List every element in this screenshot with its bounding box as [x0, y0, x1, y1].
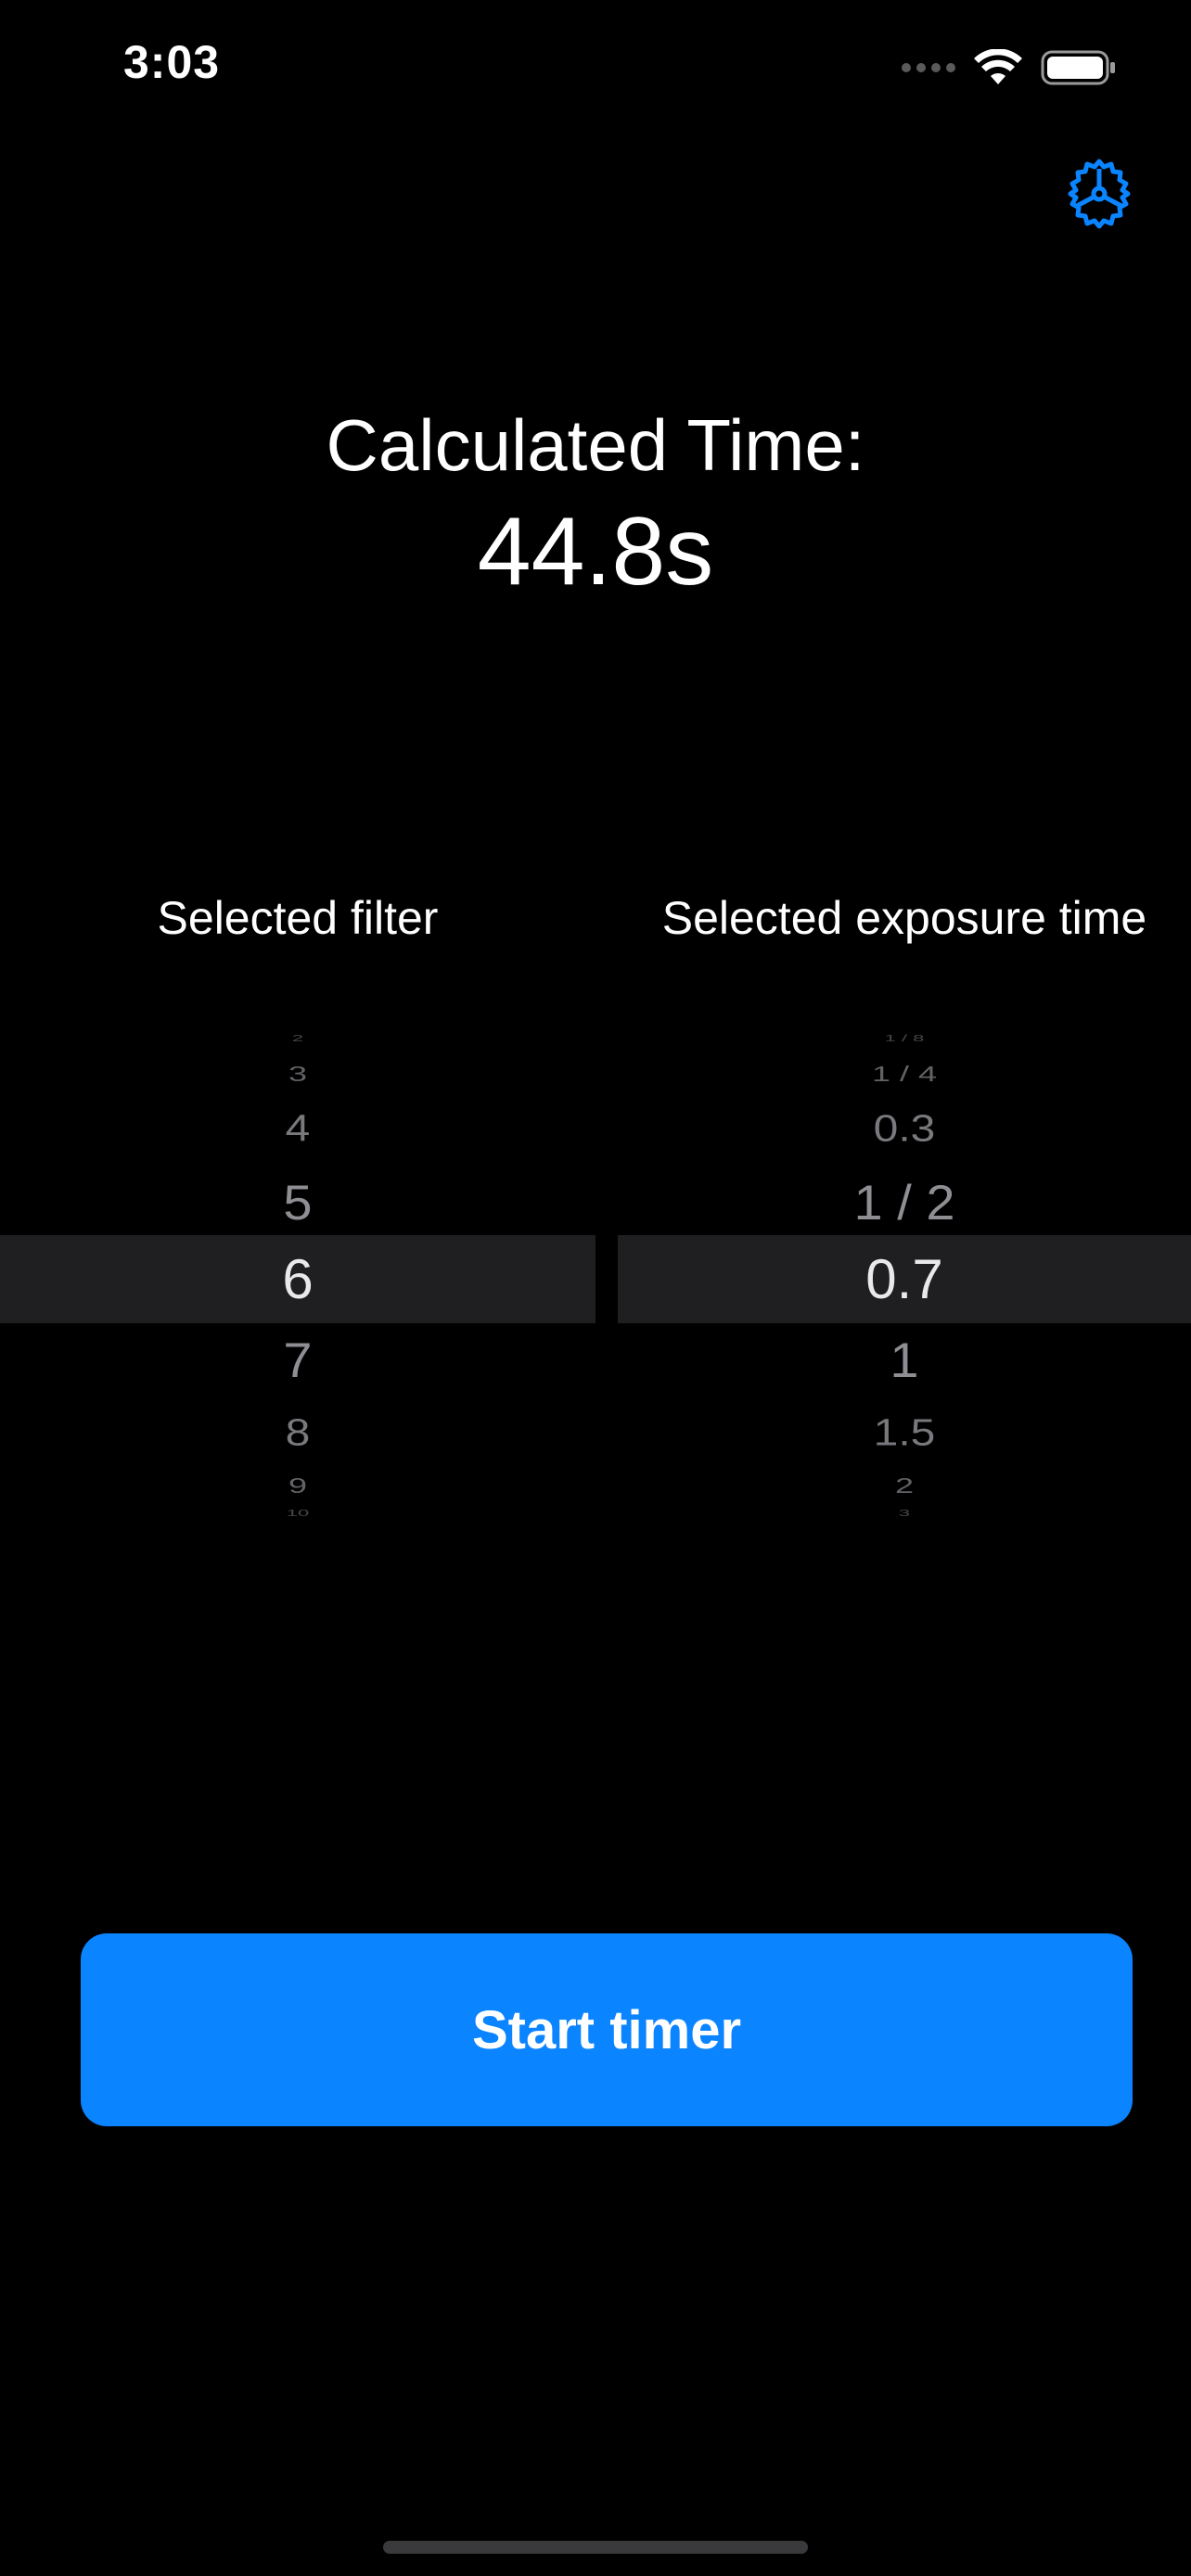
home-indicator[interactable] [383, 2541, 808, 2554]
selection-band [618, 1235, 1191, 1323]
picker-item[interactable]: 8 [285, 1412, 311, 1455]
picker-item[interactable]: 4 [285, 1108, 311, 1151]
picker-item[interactable]: 7 [283, 1332, 313, 1388]
start-timer-button[interactable]: Start timer [81, 1933, 1133, 2126]
picker-item[interactable]: 3 [898, 1508, 911, 1519]
cellular-signal-icon [902, 63, 955, 72]
exposure-picker-title: Selected exposure time [661, 892, 1147, 944]
status-icons [902, 45, 1117, 91]
picker-item[interactable]: 10 [286, 1508, 310, 1519]
calculated-time-label: Calculated Time: [326, 404, 865, 486]
picker-item[interactable]: 1.5 [873, 1412, 936, 1455]
picker-item[interactable]: 0.3 [873, 1108, 936, 1151]
wifi-icon [974, 49, 1022, 84]
picker-item[interactable]: 5 [283, 1174, 313, 1231]
calculated-time-value: 44.8s [477, 498, 714, 606]
picker-item[interactable]: 1 / 2 [853, 1174, 955, 1231]
picker-item[interactable]: 3 [288, 1061, 308, 1086]
selection-band [0, 1235, 596, 1323]
picker-item[interactable]: 1 [890, 1332, 919, 1388]
gear-icon[interactable] [1063, 158, 1135, 230]
battery-icon [1041, 50, 1115, 85]
picker-item[interactable]: 2 [291, 1033, 304, 1044]
filter-picker-title: Selected filter [157, 892, 439, 944]
status-time: 3:03 [123, 36, 221, 88]
picker-item[interactable]: 1 / 4 [871, 1061, 938, 1086]
picker-item-selected[interactable]: 0.7 [865, 1248, 943, 1310]
picker-item-selected[interactable]: 6 [282, 1248, 314, 1310]
picker-item[interactable]: 1 / 8 [884, 1033, 925, 1044]
filter-picker[interactable]: 2 3 4 5 6 7 8 9 10 [0, 1020, 596, 1530]
exposure-picker[interactable]: 1 / 8 1 / 4 0.3 1 / 2 0.7 1 1.5 2 3 [618, 1020, 1191, 1530]
picker-item[interactable]: 2 [894, 1473, 915, 1498]
picker-item[interactable]: 9 [288, 1473, 308, 1498]
